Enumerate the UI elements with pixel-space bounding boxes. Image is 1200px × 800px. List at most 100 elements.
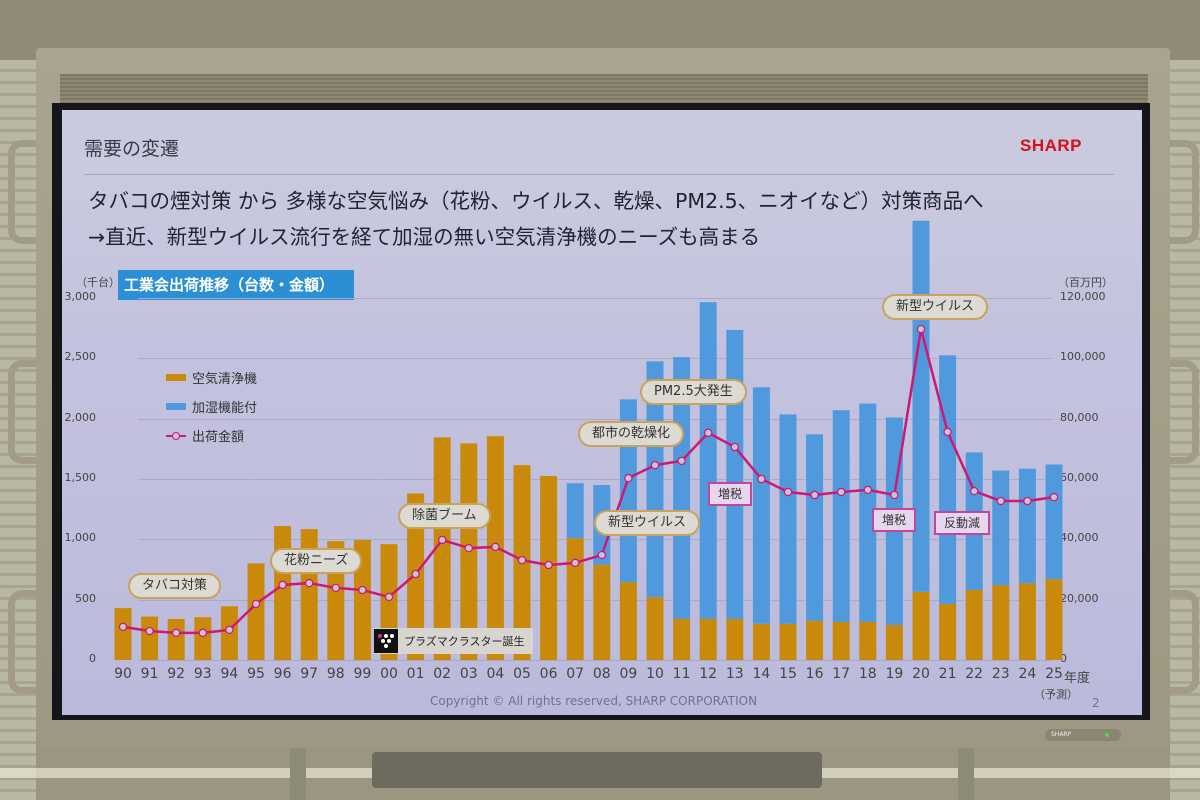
bar-air-purifier xyxy=(752,623,770,660)
plasmacluster-badge: プラズマクラスター誕生 xyxy=(374,628,533,654)
bar-humidifying xyxy=(806,434,824,621)
left-axis-tick: 1,500 xyxy=(64,471,97,484)
bar-air-purifier xyxy=(433,437,451,660)
copyright-footer: Copyright © All rights reserved, SHARP C… xyxy=(430,694,758,708)
left-axis-unit: （千台） xyxy=(76,276,120,289)
line-shipment-amount xyxy=(122,327,1055,635)
gridline xyxy=(138,479,1052,480)
right-axis-tick: 120,000 xyxy=(1060,290,1106,303)
bar-air-purifier xyxy=(912,591,930,660)
bar-air-purifier xyxy=(939,603,957,660)
x-axis-label: 07 xyxy=(566,666,585,682)
bar-air-purifier xyxy=(699,618,717,660)
line-marker xyxy=(384,592,394,602)
legend-label: 出荷金額 xyxy=(192,430,245,445)
bar-humidifying xyxy=(646,361,664,598)
bar-air-purifier xyxy=(114,608,132,660)
bar-air-purifier xyxy=(566,538,584,660)
line-marker xyxy=(837,487,846,497)
title-divider xyxy=(84,174,1114,175)
line-marker xyxy=(491,542,500,552)
right-axis-tick: 40,000 xyxy=(1060,531,1099,545)
line-marker xyxy=(916,324,926,334)
x-axis-label: 24 xyxy=(1018,666,1037,682)
line-marker xyxy=(597,550,607,560)
monitor-handle-left-lower xyxy=(8,590,41,694)
x-axis-label: 98 xyxy=(326,666,345,682)
callout-urban-dryness: 都市の乾燥化 xyxy=(578,421,685,447)
legend-item-amount: 出荷金額 xyxy=(166,426,244,445)
bar-air-purifier xyxy=(167,618,185,660)
slide-title: 需要の変遷 xyxy=(84,138,180,160)
line-marker xyxy=(411,569,420,579)
right-axis-tick: 60,000 xyxy=(1060,471,1099,484)
bar-air-purifier xyxy=(726,618,744,660)
legend-label: 加湿機能付 xyxy=(192,401,258,416)
x-axis-label: 19 xyxy=(885,666,904,682)
line-marker xyxy=(198,628,207,638)
plasmacluster-grape-icon xyxy=(374,629,398,653)
x-axis-label: 93 xyxy=(193,666,212,682)
headline-line-2: →直近、新型ウイルス流行を経て加湿の無い空気清浄機のニーズも高まる xyxy=(88,225,761,249)
callout-new-virus-2020: 新型ウイルス xyxy=(882,294,989,320)
line-marker xyxy=(624,473,633,483)
bar-humidifying xyxy=(832,410,850,622)
page-number: 2 xyxy=(1092,696,1100,710)
bar-humidifying xyxy=(566,483,584,539)
presentation-slide: 需要の変遷 SHARP タバコの煙対策 から 多様な空気悩み（花粉、ウイルス、乾… xyxy=(62,110,1142,715)
bar-air-purifier xyxy=(141,616,159,660)
power-led-icon xyxy=(1105,733,1109,737)
stand-leg-left xyxy=(290,748,306,800)
right-axis-tick: 80,000 xyxy=(1060,410,1099,424)
left-axis-tick: 500 xyxy=(75,591,96,605)
x-axis-label: 96 xyxy=(273,666,292,682)
monitor-handle-right-mid xyxy=(1166,360,1199,464)
camera-bar xyxy=(372,752,822,788)
gridline xyxy=(138,298,1052,299)
x-axis-label: 11 xyxy=(672,666,691,682)
line-marker xyxy=(251,599,261,609)
sharp-logo: SHARP xyxy=(1020,136,1083,155)
headline-line-1: タバコの煙対策 から 多様な空気悩み（花粉、ウイルス、乾燥、PM2.5、ニオイな… xyxy=(88,189,984,213)
callout-pm25: PM2.5大発生 xyxy=(640,379,747,405)
bar-humidifying xyxy=(699,302,717,619)
line-marker xyxy=(517,555,527,565)
x-axis-label: 12 xyxy=(699,666,718,682)
bezel-brand-label: SHARP xyxy=(1045,729,1121,741)
x-axis-label: 21 xyxy=(938,666,957,682)
line-marker xyxy=(304,578,314,588)
bar-humidifying xyxy=(939,355,957,604)
line-marker xyxy=(358,585,367,595)
x-axis-label: 22 xyxy=(965,666,984,682)
stand-leg-right xyxy=(958,748,974,800)
line-marker xyxy=(544,560,553,570)
x-axis-label: 17 xyxy=(832,666,851,682)
callout-tobacco: タバコ対策 xyxy=(128,573,222,599)
line-marker xyxy=(783,487,793,497)
x-axis-label: 16 xyxy=(805,666,824,682)
window-blinds-left xyxy=(0,60,36,800)
bar-humidifying xyxy=(779,414,797,624)
line-marker xyxy=(970,486,979,496)
bar-air-purifier xyxy=(646,597,664,660)
bar-air-purifier xyxy=(1018,583,1036,660)
line-marker xyxy=(171,628,181,638)
line-marker xyxy=(118,622,128,632)
bar-air-purifier xyxy=(779,623,797,660)
line-marker xyxy=(996,496,1006,506)
bar-air-purifier xyxy=(619,582,637,660)
monitor-handle-left-upper xyxy=(8,140,41,244)
x-axis-label: 90 xyxy=(114,666,132,682)
x-axis-label: 20 xyxy=(912,666,930,682)
line-marker xyxy=(650,460,660,470)
left-axis-tick: 1,000 xyxy=(64,531,97,545)
line-marker xyxy=(331,583,340,593)
x-axis-label: 03 xyxy=(459,666,478,682)
legend-swatch-orange xyxy=(166,374,186,381)
bar-humidifying xyxy=(859,403,877,622)
right-axis-unit: （百万円） xyxy=(1058,276,1113,289)
x-axis-label: 09 xyxy=(619,666,638,682)
x-axis-label: 92 xyxy=(167,666,186,682)
line-marker xyxy=(145,626,154,636)
bar-air-purifier xyxy=(885,625,903,660)
